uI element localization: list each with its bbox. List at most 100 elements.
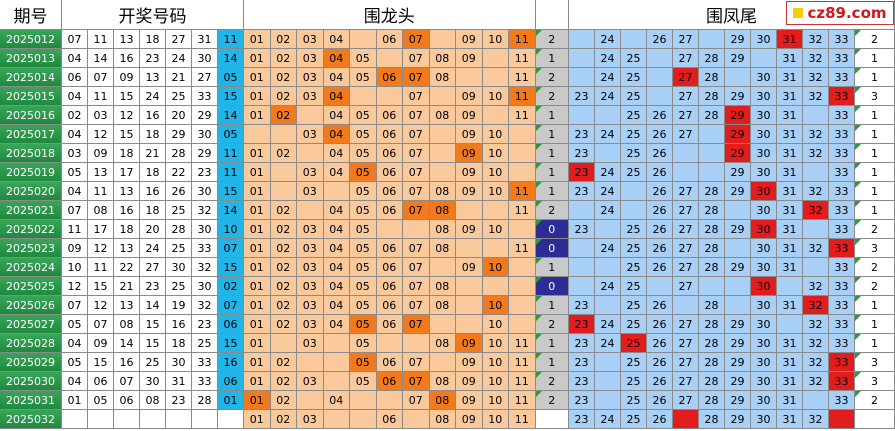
head-cell: 02 (270, 220, 297, 239)
blue-number: 11 (218, 30, 244, 49)
draw-number: 28 (166, 220, 192, 239)
head-cell (429, 163, 456, 182)
draw-number: 11 (88, 87, 114, 106)
draw-number: 17 (114, 163, 140, 182)
tail-cell: 29 (725, 410, 751, 429)
tail-cell: 28 (699, 258, 725, 277)
head-cell: 07 (403, 182, 430, 201)
tail-cell: 24 (595, 87, 621, 106)
draw-number: 18 (166, 334, 192, 353)
period: 2025029 (0, 353, 62, 372)
draw-number: 24 (140, 239, 166, 258)
draw-number: 12 (62, 277, 88, 296)
draw-number: 14 (88, 49, 114, 68)
period: 2025015 (0, 87, 62, 106)
tail-cell: 23 (569, 372, 595, 391)
tail-cell (803, 258, 829, 277)
draw-number: 05 (88, 391, 114, 410)
head-cell: 03 (297, 163, 324, 182)
draw-number: 09 (114, 68, 140, 87)
head-cell: 02 (270, 106, 297, 125)
tail-cell: 30 (751, 353, 777, 372)
tail-cell: 26 (647, 334, 673, 353)
head-cell: 05 (350, 277, 377, 296)
head-cell: 07 (403, 391, 430, 410)
draw-number: 05 (62, 353, 88, 372)
tail-cell (725, 296, 751, 315)
head-cell: 09 (456, 144, 483, 163)
draw-number: 23 (192, 315, 218, 334)
head-cell: 02 (270, 353, 297, 372)
tail-cell: 32 (803, 372, 829, 391)
head-cell: 11 (509, 87, 536, 106)
tail-cell: 28 (699, 49, 725, 68)
period: 2025018 (0, 144, 62, 163)
head-cell: 02 (270, 391, 297, 410)
tail-cell: 29 (725, 87, 751, 106)
period: 2025017 (0, 125, 62, 144)
draw-number: 30 (192, 220, 218, 239)
head-cell (509, 144, 536, 163)
tail-cell: 23 (569, 182, 595, 201)
blue-number: 05 (218, 68, 244, 87)
head-cell: 01 (244, 391, 271, 410)
head-cell: 04 (323, 144, 350, 163)
tail-cell: 31 (777, 201, 803, 220)
tail-count: 2 (855, 30, 895, 49)
head-cell: 10 (482, 391, 509, 410)
head-cell: 08 (429, 391, 456, 410)
head-cell: 05 (350, 372, 377, 391)
head-cell: 06 (376, 410, 403, 429)
tail-cell: 30 (751, 106, 777, 125)
draw-number: 23 (140, 49, 166, 68)
draw-number: 30 (166, 258, 192, 277)
draw-number: 12 (88, 239, 114, 258)
draw-number: 08 (88, 201, 114, 220)
draw-number: 04 (62, 125, 88, 144)
head-cell: 07 (403, 30, 430, 49)
tail-cell (673, 410, 699, 429)
head-cell: 09 (456, 49, 483, 68)
draw-number: 06 (114, 391, 140, 410)
tail-cell: 28 (699, 87, 725, 106)
head-cell: 07 (403, 353, 430, 372)
head-cell: 10 (482, 372, 509, 391)
draw-number: 13 (114, 30, 140, 49)
draw-number: 23 (166, 391, 192, 410)
tail-cell: 27 (673, 239, 699, 258)
tail-cell: 28 (699, 296, 725, 315)
tail-cell: 31 (777, 106, 803, 125)
head-cell: 01 (244, 353, 271, 372)
tail-cell: 32 (803, 239, 829, 258)
head-cell: 04 (323, 277, 350, 296)
draw-number: 06 (88, 372, 114, 391)
period: 2025026 (0, 296, 62, 315)
draw-number (114, 410, 140, 429)
tail-cell: 28 (699, 372, 725, 391)
tail-count: 3 (855, 239, 895, 258)
head-cell: 02 (270, 296, 297, 315)
head-cell: 11 (509, 68, 536, 87)
draw-number: 14 (114, 334, 140, 353)
tail-cell: 28 (699, 201, 725, 220)
tail-cell: 31 (777, 410, 803, 429)
tail-cell: 26 (647, 163, 673, 182)
tail-cell: 31 (777, 182, 803, 201)
head-cell: 08 (429, 182, 456, 201)
head-cell: 04 (323, 315, 350, 334)
blue-number: 01 (218, 391, 244, 410)
period: 2025024 (0, 258, 62, 277)
head-count: 1 (535, 353, 569, 372)
period: 2025025 (0, 277, 62, 296)
tail-cell: 27 (673, 277, 699, 296)
blue-number: 06 (218, 315, 244, 334)
tail-cell: 33 (829, 296, 855, 315)
tail-cell: 32 (803, 315, 829, 334)
draw-number: 09 (88, 144, 114, 163)
tail-cell: 25 (621, 68, 647, 87)
tail-cell: 24 (595, 334, 621, 353)
tail-count: 1 (855, 68, 895, 87)
tail-cell: 33 (829, 201, 855, 220)
tail-cell (699, 30, 725, 49)
head-cell: 06 (376, 30, 403, 49)
